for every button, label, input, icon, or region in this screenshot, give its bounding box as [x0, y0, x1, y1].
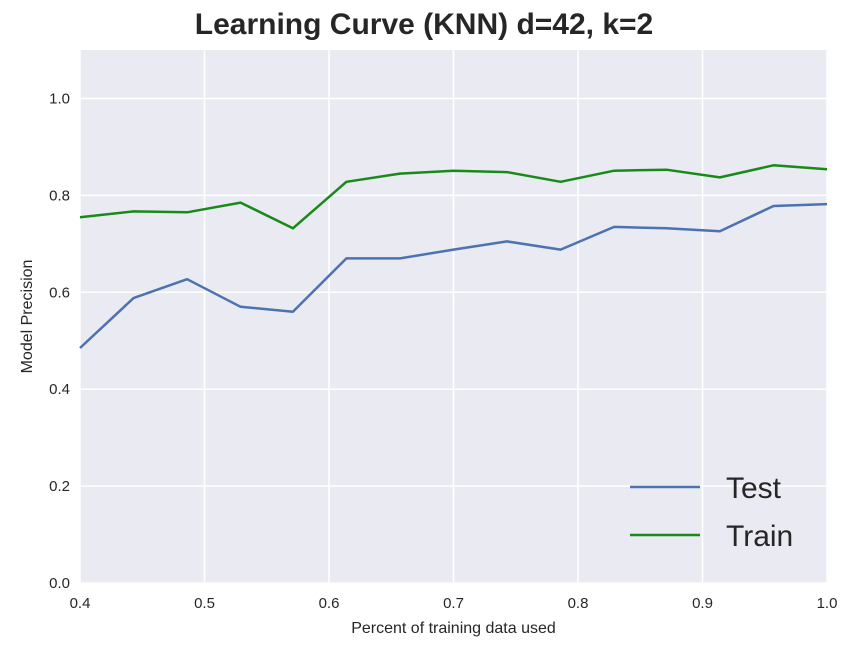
y-tick-label: 0.2 — [49, 478, 70, 495]
y-tick-label: 0.6 — [49, 284, 70, 301]
x-tick-label: 0.6 — [319, 595, 340, 612]
chart-title: Learning Curve (KNN) d=42, k=2 — [194, 8, 654, 41]
y-tick-label: 0.4 — [49, 381, 70, 398]
x-tick-label: 0.9 — [692, 595, 713, 612]
tick-labels: 0.4 0.5 0.6 0.7 0.8 0.9 1.0 0.0 0.2 0.4 0.6 0.8 1.0 — [49, 90, 837, 612]
series-line-train — [79, 164, 828, 230]
legend: Test Train — [630, 472, 793, 553]
x-axis-label: Percent of training data used — [351, 620, 556, 637]
series-line-test — [79, 202, 828, 349]
x-tick-label: 0.8 — [568, 595, 589, 612]
y-tick-label: 0.8 — [49, 187, 70, 204]
x-tick-label: 1.0 — [817, 595, 838, 612]
grid-lines — [79, 50, 828, 584]
x-tick-label: 0.5 — [194, 595, 215, 612]
x-tick-label: 0.7 — [443, 595, 464, 612]
legend-label-train: Train — [726, 520, 793, 553]
y-tick-label: 0.0 — [49, 575, 70, 592]
y-axis-label: Model Precision — [19, 260, 36, 374]
legend-label-test: Test — [726, 472, 782, 505]
series-lines — [79, 164, 828, 349]
x-tick-label: 0.4 — [70, 595, 91, 612]
y-tick-label: 1.0 — [49, 90, 70, 107]
